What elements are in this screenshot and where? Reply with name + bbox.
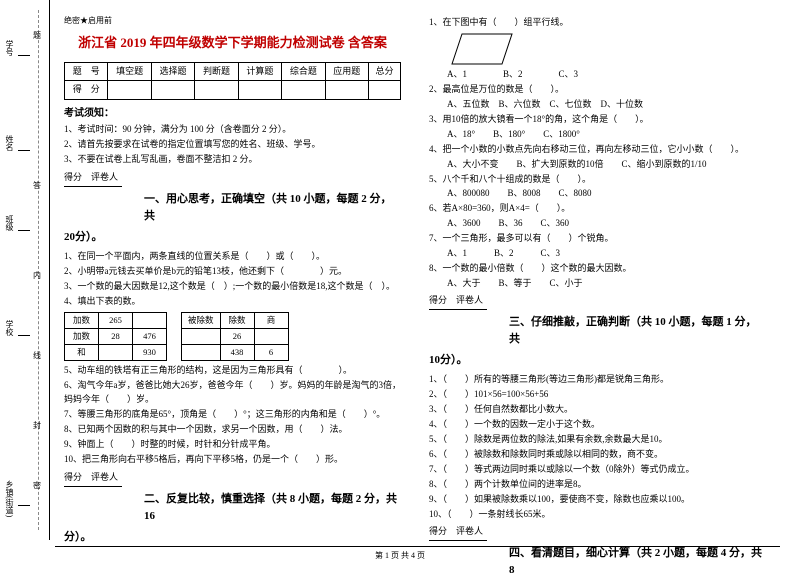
notice-item: 2、请首先按要求在试卷的指定位置填写您的姓名、班级、学号。 (64, 138, 401, 152)
q: 6、若A×80=360，则A×4=（ ）。 (429, 202, 766, 216)
binding-spine: 学号姓名班级学校乡镇(街道) 题答内线封密 (0, 0, 50, 540)
part3-title: 三、仔细推敲，正确判断（共 10 小题，每题 1 分，共 (429, 314, 766, 348)
part1-title: 一、用心思考，正确填空（共 10 小题，每题 2 分，共 (64, 191, 401, 225)
q: 5、动车组的铁塔有正三角形的结构，这是因为三角形具有（ ）。 (64, 364, 401, 378)
score-body-row: 得 分 (65, 81, 401, 100)
q: 7、（ ）等式两边同时乘以或除以一个数（0除外）等式仍成立。 (429, 463, 766, 477)
spine-field-label: 乡镇(街道) (4, 480, 15, 517)
opts: A、800080 B、8008 C、8080 (429, 187, 766, 201)
q: 7、一个三角形，最多可以有（ ）个锐角。 (429, 232, 766, 246)
q: 9、（ ）如果被除数乘以100，要使商不变，除数也应乘以100。 (429, 493, 766, 507)
spine-underline (18, 230, 30, 231)
q: 4、填出下表的数。 (64, 295, 401, 309)
q: 5、八个千和八个十组成的数是（ ）。 (429, 173, 766, 187)
q: 5、（ ）除数是两位数的除法,如果有余数,余数最大是10。 (429, 433, 766, 447)
part2-title2: 分）。 (64, 529, 401, 546)
q: 2、最高位是万位的数是（ ）。 (429, 83, 766, 97)
notice-item: 1、考试时间：90 分钟，满分为 100 分（含卷面分 2 分）。 (64, 123, 401, 137)
page-container: 绝密★启用前 浙江省 2019 年四年级数学下学期能力检测试卷 含答案 题 号 … (0, 0, 800, 540)
part3-title2: 10分）。 (429, 352, 766, 369)
spine-field-label: 班级 (4, 215, 15, 231)
opts: A、18° B、180° C、1800° (429, 128, 766, 142)
q: 1、（ ）所有的等腰三角形(等边三角形)都是锐角三角形。 (429, 373, 766, 387)
spine-field-label: 姓名 (4, 135, 15, 151)
secret-label: 绝密★启用前 (64, 15, 401, 27)
q: 6、淘气今年a岁，爸爸比她大26岁，爸爸今年（ ）岁。妈妈的年龄是淘气的3倍，妈… (64, 379, 401, 407)
q: 10、（ ）一条射线长65米。 (429, 508, 766, 522)
q: 6、（ ）被除数和除数同时乘或除以相同的数，商不变。 (429, 448, 766, 462)
q: 8、（ ）两个计数单位间的进率是8。 (429, 478, 766, 492)
opts: A、五位数 B、六位数 C、七位数 D、十位数 (429, 98, 766, 112)
score-entry-box: 得分 评卷人 (64, 471, 122, 487)
spine-field-label: 学号 (4, 40, 15, 56)
spine-underline (18, 505, 30, 506)
q: 8、已知两个因数的积与其中一个因数，求另一个因数，用（ ）法。 (64, 423, 401, 437)
part2-title: 二、反复比较，慎重选择（共 8 小题，每题 2 分，共 16 (64, 491, 401, 525)
notice-title: 考试须知： (64, 106, 401, 122)
q: 3、（ ）任何自然数都比小数大。 (429, 403, 766, 417)
table-a: 加数265 加数28476 和930 (64, 312, 167, 362)
q: 4、把一个小数的小数点先向右移动三位，再向左移动三位，它小小数（ ）。 (429, 143, 766, 157)
opts: A、3600 B、36 C、360 (429, 217, 766, 231)
opts: A、大于 B、等于 C、小于 (429, 277, 766, 291)
gutter-char: 密 (33, 480, 41, 491)
q: 1、在同一个平面内，两条直线的位置关系是（ ）或（ ）。 (64, 250, 401, 264)
spine-field-label: 学校 (4, 320, 15, 336)
spine-underline (18, 55, 30, 56)
q: 8、一个数的最小倍数（ ）这个数的最大因数。 (429, 262, 766, 276)
page-footer: 第 1 页 共 4 页 (0, 550, 800, 561)
score-entry-box: 得分 评卷人 (429, 294, 487, 310)
q: 4、（ ）一个数的因数一定小于这个数。 (429, 418, 766, 432)
q: 9、钟面上（ ）时整的时候，时针和分针成平角。 (64, 438, 401, 452)
score-entry-box: 得分 评卷人 (429, 525, 487, 541)
exam-title: 浙江省 2019 年四年级数学下学期能力检测试卷 含答案 (64, 33, 401, 53)
table-b: 被除数除数商 26 4386 (181, 312, 289, 362)
opts: A、1 B、2 C、3 (429, 247, 766, 261)
gutter-char: 封 (33, 420, 41, 431)
q: 7、等腰三角形的底角是65°，顶角是（ ）°；这三角形的内角和是（ ）°。 (64, 408, 401, 422)
score-entry-box: 得分 评卷人 (64, 171, 122, 187)
q: 10、把三角形向右平移5格后，再向下平移5格，仍是一个（ ）形。 (64, 453, 401, 467)
gutter-char: 内 (33, 270, 41, 281)
q: 1、在下图中有（ ）组平行线。 (429, 16, 766, 30)
spine-underline (18, 335, 30, 336)
part1-title2: 20分）。 (64, 229, 401, 246)
left-column: 绝密★启用前 浙江省 2019 年四年级数学下学期能力检测试卷 含答案 题 号 … (50, 15, 415, 535)
rhombus-figure (447, 32, 517, 66)
q: 2、（ ）101×56=100×56+56 (429, 388, 766, 402)
gutter-char: 题 (33, 30, 41, 41)
opts: A、大小不变 B、扩大到原数的10倍 C、缩小到原数的1/10 (429, 158, 766, 172)
right-column: 1、在下图中有（ ）组平行线。 A、1 B、2 C、3 2、最高位是万位的数是（… (415, 15, 780, 535)
notice-item: 3、不要在试卷上乱写乱画，卷面不整洁扣 2 分。 (64, 153, 401, 167)
gutter-char: 线 (33, 350, 41, 361)
spine-underline (18, 150, 30, 151)
score-table: 题 号 填空题 选择题 判断题 计算题 综合题 应用题 总分 得 分 (64, 62, 401, 101)
q: 3、用10倍的放大镜看一个18°的角，这个角是（ ）。 (429, 113, 766, 127)
q: 2、小明带a元钱去买单价是b元的铅笔13枝，他还剩下（ ）元。 (64, 265, 401, 279)
footer-rule (55, 546, 780, 547)
inner-tables: 加数265 加数28476 和930 被除数除数商 26 4386 (64, 310, 401, 364)
gutter-char: 答 (33, 180, 41, 191)
q: 3、一个数的最大因数是12,这个数是（ ）;一个数的最小倍数是18,这个数是（ … (64, 280, 401, 294)
opts: A、1 B、2 C、3 (429, 68, 766, 82)
score-head-row: 题 号 填空题 选择题 判断题 计算题 综合题 应用题 总分 (65, 62, 401, 81)
